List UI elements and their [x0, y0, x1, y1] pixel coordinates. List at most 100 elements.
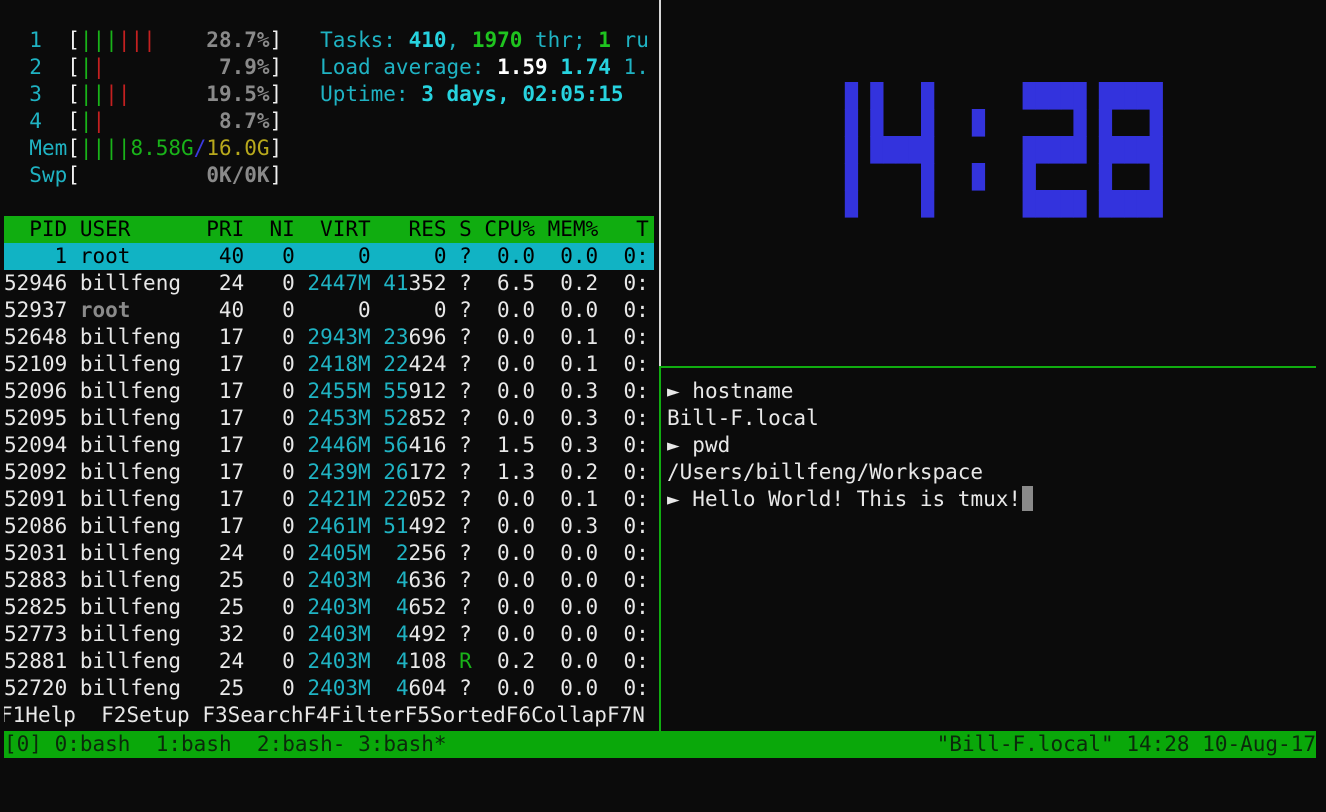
cell-priority: 24 [218, 541, 245, 565]
cell-res: 4652 [395, 595, 447, 619]
shell-pane[interactable]: ► hostname Bill-F.local ► pwd/Users/billfe… [667, 27, 1316, 729]
function-key-f2[interactable]: F2Setup [101, 703, 202, 727]
pane-divider-vertical[interactable] [659, 0, 661, 366]
function-key-f5[interactable]: F5Sorted [405, 703, 506, 727]
cell-virt: 2943M [307, 325, 371, 349]
tmux-clock [844, 82, 1163, 218]
cell-res: 56416 [383, 433, 447, 457]
cell-res: 41352 [383, 271, 447, 295]
cell-virt: 2405M [307, 541, 371, 565]
pane-divider-vertical-active[interactable] [659, 366, 661, 731]
swap-value: 0K/0K [206, 163, 270, 187]
column-header-user[interactable]: USER [79, 217, 131, 241]
status-time: 14:28 [1126, 732, 1190, 756]
function-key-f3[interactable]: F3Search [202, 703, 303, 727]
cell-virt: 2455M [307, 379, 371, 403]
column-header-state[interactable]: S [459, 217, 472, 241]
column-header-mem[interactable]: MEM% [547, 217, 599, 241]
clock-segment [1035, 136, 1049, 164]
column-header-cpu[interactable]: CPU% [484, 217, 535, 241]
cell-cpu: 0.0 [497, 352, 535, 376]
function-key-label: Setup [126, 703, 203, 727]
function-key-label: N [632, 703, 645, 727]
tmux-window-tab[interactable]: 3:bash* [358, 732, 447, 756]
cell-time: 0: [623, 568, 649, 592]
clock-segment [882, 136, 897, 164]
column-header-pid[interactable]: PID [29, 217, 68, 241]
bracket-close: ] [269, 28, 283, 52]
function-key-number: F5 [404, 703, 430, 727]
process-row[interactable]: 52946 billfeng 24 0 2447M 41352? 6.5 0.2 0: [4, 270, 654, 297]
bracket-close: ] [269, 82, 283, 106]
column-header-time[interactable]: T [636, 217, 649, 241]
cell-priority: 25 [218, 568, 245, 592]
clock-segment [908, 136, 922, 164]
cpu-percent: 7.9% [218, 55, 270, 79]
process-row[interactable]: 52883 billfeng 25 0 2403M 4636? 0.0 0.0 0: [4, 567, 654, 594]
process-row[interactable]: 52092 billfeng 17 0 2439M 26172? 1.3 0.2 0: [4, 459, 654, 486]
htop-pane[interactable]: 1 [|||||| 28.7%] 2 [|| 7.9%] 3 [|||| 19.5%] 4[… [4, 27, 654, 729]
function-key-bar: F1Help F2Setup F3SearchF4FilterF5SortedF… [4, 702, 654, 729]
cell-nice: 0 [282, 325, 295, 349]
clock-segment [844, 163, 859, 191]
clock-segment [1048, 82, 1062, 110]
cpu-bar: || 7.9% [80, 54, 270, 81]
process-row[interactable]: 52648 billfeng 17 0 2943M 23696? 0.0 0.1 0: [4, 324, 654, 351]
process-row[interactable]: 1 root 40 0 0 0? 0.0 0.0 0: [4, 243, 654, 270]
process-row[interactable]: 52086 billfeng 17 0 2461M 51492? 0.0 0.3 0: [4, 513, 654, 540]
function-key-number: F2 [101, 703, 127, 727]
process-row[interactable]: 52095 billfeng 17 0 2453M 52852? 0.0 0.3 0: [4, 405, 654, 432]
clock-segment [1098, 190, 1113, 218]
cell-mem: 0.0 [560, 541, 599, 565]
cell-time: 0: [623, 325, 649, 349]
process-row[interactable]: 52091 billfeng 17 0 2421M 22052? 0.0 0.1 0: [4, 486, 654, 513]
bracket-open: [ [67, 55, 80, 79]
cell-nice: 0 [282, 649, 295, 673]
cell-res: 4492 [395, 622, 447, 646]
cell-state: ? [459, 271, 472, 295]
function-key-f7[interactable]: F7N [607, 703, 645, 727]
clock-segment [1060, 136, 1074, 164]
clock-segment [971, 109, 986, 137]
process-row[interactable]: 52881 billfeng 24 0 2403M 4108 R 0.2 0.0 0: [4, 648, 654, 675]
process-row[interactable]: 52031 billfeng 24 0 2405M 2256? 0.0 0.0 0: [4, 540, 654, 567]
cell-nice: 0 [282, 460, 295, 484]
tmux-window-tab[interactable]: 1:bash [155, 732, 232, 756]
function-key-f6[interactable]: F6Collap [506, 703, 607, 727]
process-row[interactable]: 52109 billfeng 17 0 2418M 22424? 0.0 0.1 0: [4, 351, 654, 378]
cell-res: 52852 [383, 406, 447, 430]
clock-segment [1149, 109, 1163, 137]
swap-meter: Swp[0K/0K] [29, 163, 283, 187]
cpu-percent: 28.7% [206, 28, 270, 52]
function-key-f1[interactable]: F1Help [4, 703, 101, 727]
cell-state: ? [459, 622, 472, 646]
cell-mem: 0.3 [560, 379, 599, 403]
column-header-nice[interactable]: NI [269, 217, 295, 241]
tmux-window-tab[interactable]: 2:bash- [256, 732, 346, 756]
cell-nice: 0 [282, 622, 295, 646]
function-key-f4[interactable]: F4Filter [303, 703, 404, 727]
swap-label: Swp [29, 163, 68, 187]
clock-segment [1060, 82, 1074, 110]
clock-segment [1022, 82, 1036, 110]
process-row[interactable]: 52825 billfeng 25 0 2403M 4652? 0.0 0.0 0: [4, 594, 654, 621]
pane-divider-horizontal[interactable] [661, 366, 1316, 368]
load-average-line: Load average: 1.59 1.74 1. [320, 55, 649, 79]
column-header-priority[interactable]: PRI [206, 217, 245, 241]
tmux-window-tab[interactable]: 0:bash [54, 732, 131, 756]
process-row[interactable]: 52096 billfeng 17 0 2455M 55912? 0.0 0.3 0: [4, 378, 654, 405]
process-row[interactable]: 52094 billfeng 17 0 2446M 56416? 1.5 0.3 0: [4, 432, 654, 459]
bracket-close: ] [269, 109, 283, 133]
column-header-res[interactable]: RES [408, 217, 447, 241]
clock-segment [1022, 190, 1036, 218]
status-host: "Bill-F.local" [936, 732, 1114, 756]
process-row[interactable]: 52773 billfeng 32 0 2403M 4492? 0.0 0.0 0: [4, 621, 654, 648]
process-row[interactable]: 52720 billfeng 25 0 2403M 4604? 0.0 0.0 0: [4, 675, 654, 702]
cell-priority: 17 [218, 325, 245, 349]
cell-nice: 0 [282, 244, 295, 268]
cell-mem: 0.2 [560, 460, 599, 484]
column-header-virt[interactable]: VIRT [320, 217, 371, 241]
process-row[interactable]: 52937 root 40 0 0 0? 0.0 0.0 0: [4, 297, 654, 324]
cell-user: billfeng [79, 595, 181, 619]
cell-priority: 24 [218, 649, 245, 673]
